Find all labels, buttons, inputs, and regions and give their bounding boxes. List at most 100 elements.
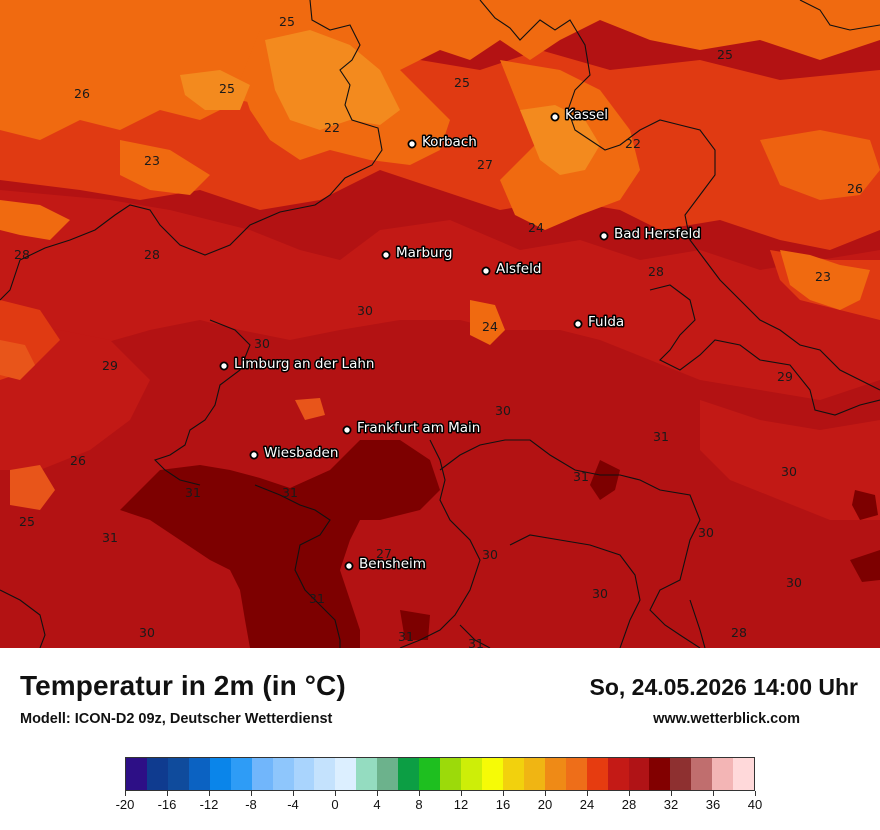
isotherm-label: 23 xyxy=(815,269,831,284)
colorbar-segment xyxy=(607,758,629,790)
colorbar-segment xyxy=(440,758,461,790)
isotherm-label: 30 xyxy=(781,464,797,479)
colorbar-segment xyxy=(167,758,189,790)
isotherm-label: 26 xyxy=(70,453,86,468)
colorbar-segment xyxy=(188,758,210,790)
isotherm-label: 22 xyxy=(625,136,641,151)
city-dot xyxy=(381,250,391,260)
isotherm-label: 26 xyxy=(847,181,863,196)
colorbar-segment xyxy=(251,758,273,790)
colorbar-tick xyxy=(713,791,714,796)
isotherm-label: 24 xyxy=(482,319,498,334)
temperature-field-20-b xyxy=(520,105,600,175)
colorbar-tick xyxy=(461,791,462,796)
city-marker: Marburg xyxy=(381,244,454,263)
colorbar-segment xyxy=(335,758,357,790)
isotherm-labels: 25 26 25 25 25 22 23 27 22 26 28 28 24 28 23 30 30 24 29 29… xyxy=(14,14,863,648)
colorbar-tick-label: 20 xyxy=(537,797,553,812)
colorbar-tick-label: 28 xyxy=(621,797,637,812)
colorbar-segment xyxy=(419,758,441,790)
colorbar-tick-label: 36 xyxy=(705,797,721,812)
isotherm-label: 30 xyxy=(357,303,373,318)
website-link[interactable]: www.wetterblick.com xyxy=(653,711,800,727)
colorbar-segment xyxy=(544,758,566,790)
colorbar-segment xyxy=(712,758,734,790)
temperature-colorbar xyxy=(125,757,755,791)
temperature-field-28-east xyxy=(700,400,880,520)
footer: Temperatur in 2m (in °C) Modell: ICON-D2… xyxy=(0,648,880,830)
isotherm-label: 25 xyxy=(717,47,733,62)
temperature-field-22-h xyxy=(760,130,880,200)
city-label: Marburg xyxy=(396,245,452,261)
city-marker: Fulda xyxy=(573,313,626,332)
colorbar-tick-label: 16 xyxy=(495,797,511,812)
colorbar-tick xyxy=(503,791,504,796)
city-dot xyxy=(249,450,259,460)
isotherm-label: 30 xyxy=(698,525,714,540)
city-label: Kassel xyxy=(565,107,608,123)
temperature-field-32-b xyxy=(590,460,620,500)
city-dot xyxy=(599,231,609,241)
colorbar-tick xyxy=(671,791,672,796)
colorbar-segment xyxy=(377,758,399,790)
colorbar-tick xyxy=(629,791,630,796)
forecast-datetime: So, 24.05.2026 14:00 Uhr xyxy=(589,674,859,700)
model-subtitle: Modell: ICON-D2 09z, Deutscher Wetterdie… xyxy=(20,711,333,727)
isotherm-label: 29 xyxy=(102,358,118,373)
isotherm-label: 31 xyxy=(282,485,298,500)
temperature-field-20 xyxy=(265,30,400,130)
colorbar-tick xyxy=(755,791,756,796)
colorbar-tick-label: -12 xyxy=(199,797,219,812)
temperature-field-32-c xyxy=(852,490,878,520)
city-marker: Korbach xyxy=(407,133,478,152)
colorbar-segment xyxy=(230,758,252,790)
colorbar-ticks: -20 -16 -12 -8 -4 0 4 8 12 16 20 24 28 32 36 40 xyxy=(116,791,762,821)
isotherm-label: 24 xyxy=(528,220,544,235)
colorbar-segment xyxy=(586,758,608,790)
isotherm-label: 30 xyxy=(495,403,511,418)
isotherm-label: 25 xyxy=(219,81,235,96)
colorbar-tick-label: -20 xyxy=(115,797,135,812)
isotherm-label: 30 xyxy=(592,586,608,601)
city-marker: Limburg an der Lahn xyxy=(219,355,376,374)
temperature-field-32-e xyxy=(400,610,430,640)
map-title: Temperatur in 2m (in °C) xyxy=(20,670,346,701)
isotherm-label: 27 xyxy=(477,157,493,172)
colorbar-segment xyxy=(481,758,503,790)
colorbar-tick xyxy=(251,791,252,796)
isotherm-label: 30 xyxy=(482,547,498,562)
colorbar-tick xyxy=(167,791,168,796)
colorbar-segment xyxy=(293,758,315,790)
colorbar-tick-label: 24 xyxy=(579,797,595,812)
temperature-field-22-k xyxy=(295,398,325,420)
colorbar-segment xyxy=(691,758,713,790)
isotherm-label: 30 xyxy=(139,625,155,640)
city-marker: Kassel xyxy=(550,106,610,125)
isotherm-label: 28 xyxy=(648,264,664,279)
city-label: Limburg an der Lahn xyxy=(234,356,374,372)
city-dot xyxy=(573,319,583,329)
temperature-field-22-j xyxy=(10,465,55,510)
colorbar-tick xyxy=(587,791,588,796)
colorbar-tick-label: -8 xyxy=(245,797,257,812)
isotherm-label: 31 xyxy=(468,636,484,648)
colorbar-segment xyxy=(649,758,671,790)
isotherm-label: 28 xyxy=(144,247,160,262)
isotherm-label: 28 xyxy=(14,247,30,262)
temperature-field-22-f xyxy=(0,200,70,240)
temperature-field-22-d xyxy=(780,250,870,310)
colorbar-segment xyxy=(523,758,545,790)
colorbar-tick-label: 12 xyxy=(453,797,469,812)
isotherm-label: 25 xyxy=(19,514,35,529)
isotherm-label: 31 xyxy=(573,469,589,484)
colorbar-segment xyxy=(670,758,692,790)
temperature-map: 25 26 25 25 25 22 23 27 22 26 28 28 24 28 23 30 30 24 29 29… xyxy=(0,0,880,648)
colorbar-tick xyxy=(545,791,546,796)
isotherm-label: 29 xyxy=(777,369,793,384)
colorbar-segment xyxy=(146,758,168,790)
city-label: Alsfeld xyxy=(496,261,541,277)
city-dot xyxy=(342,425,352,435)
city-label: Bad Hersfeld xyxy=(614,226,701,242)
colorbar-tick xyxy=(293,791,294,796)
colorbar-tick xyxy=(209,791,210,796)
